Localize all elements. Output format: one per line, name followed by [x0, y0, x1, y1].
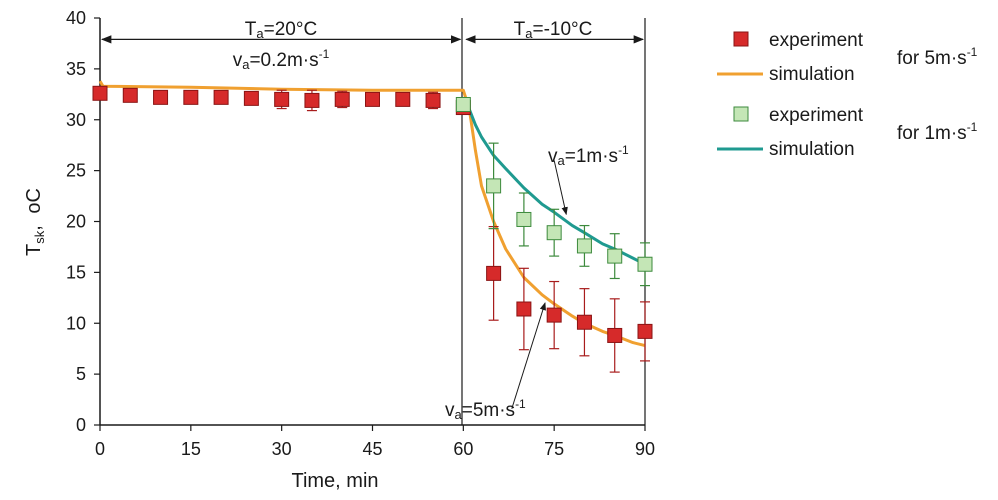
- phase-1-condition-velocity: va=0.2m·s-1: [233, 47, 330, 72]
- data-point-experiment-for-5m-s-1: [576, 288, 592, 357]
- marker-square: [576, 314, 592, 330]
- data-point-experiment-for-5m-s-1: [516, 267, 532, 351]
- x-axis-title: Time, min: [291, 470, 378, 492]
- marker-square: [486, 265, 502, 281]
- x-tick-label: 30: [272, 439, 292, 459]
- data-point-experiment-for-5m-s-1: [274, 89, 290, 110]
- marker-square: [213, 89, 229, 105]
- data-point-experiment-for-5m-s-1: [92, 85, 108, 101]
- series-line-simulation-for-1m-s-1: [461, 96, 646, 266]
- legend-marker-experiment-1ms: [733, 106, 749, 122]
- marker-square: [576, 238, 592, 254]
- data-point-experiment-for-5m-s-1: [213, 89, 229, 105]
- data-point-experiment-for-5m-s-1: [304, 89, 320, 112]
- callout-5ms-label: va=5m·s-1: [445, 397, 526, 422]
- y-axis-title-sub: sk: [32, 230, 47, 244]
- data-point-experiment-for-5m-s-1: [425, 91, 441, 110]
- legend-label-simulation-1ms: simulation: [769, 139, 855, 160]
- legend-label-simulation-5ms: simulation: [769, 64, 855, 85]
- marker-square: [334, 91, 350, 107]
- marker-square: [607, 248, 623, 264]
- callout-1ms-label: va=1m·s-1: [548, 143, 629, 168]
- data-point-experiment-for-5m-s-1: [243, 90, 259, 106]
- marker-square: [304, 92, 320, 108]
- legend-group-1ms: for 1m·s-1: [897, 120, 978, 144]
- x-ticks: 0 15 30 45 60 75 90: [95, 425, 655, 459]
- legend-label-experiment-5ms: experiment: [769, 30, 864, 51]
- phase-2-condition-temp: Ta=-10°C: [514, 19, 593, 41]
- marker-square: [455, 96, 471, 112]
- y-tick-label: 10: [66, 313, 86, 333]
- y-tick-label: 30: [66, 110, 86, 130]
- data-point-experiment-for-5m-s-1: [607, 298, 623, 373]
- y-tick-label: 40: [66, 8, 86, 28]
- marker-square: [546, 225, 562, 241]
- y-ticks: 0 5 10 15 20 25 30 35 40: [66, 8, 100, 435]
- data-point-experiment-for-5m-s-1: [183, 89, 199, 105]
- marker-square: [516, 211, 532, 227]
- marker-square: [153, 89, 169, 105]
- x-tick-label: 60: [453, 439, 473, 459]
- marker-square: [607, 327, 623, 343]
- data-point-experiment-for-5m-s-1: [486, 225, 502, 321]
- data-point-experiment-for-1m-s-1: [516, 192, 532, 247]
- x-tick-label: 0: [95, 439, 105, 459]
- legend: experiment simulation for 5m·s-1 experim…: [717, 30, 978, 160]
- legend-label-experiment-1ms: experiment: [769, 105, 864, 126]
- marker-square: [92, 85, 108, 101]
- data-point-experiment-for-1m-s-1: [637, 242, 653, 287]
- x-tick-label: 45: [362, 439, 382, 459]
- marker-square: [395, 91, 411, 107]
- marker-square: [486, 178, 502, 194]
- data-point-experiment-for-1m-s-1: [576, 224, 592, 267]
- data-point-experiment-for-1m-s-1: [607, 233, 623, 280]
- y-axis-title-unit: oC: [23, 188, 45, 214]
- marker-square: [365, 91, 380, 107]
- svg-text:Tsk, oC: Tsk, oC: [23, 188, 47, 256]
- plot-area: [92, 80, 653, 373]
- callout-5ms-pointer: [511, 302, 546, 409]
- marker-square: [274, 91, 290, 107]
- legend-marker-experiment-5ms: [733, 31, 749, 47]
- data-point-experiment-for-5m-s-1: [334, 90, 350, 109]
- legend-group-5ms: for 5m·s-1: [897, 45, 978, 69]
- marker-square: [122, 87, 138, 103]
- marker-square: [243, 90, 259, 106]
- y-tick-label: 25: [66, 161, 86, 181]
- data-point-experiment-for-1m-s-1: [486, 142, 502, 230]
- x-tick-label: 90: [635, 439, 655, 459]
- y-tick-label: 5: [76, 364, 86, 384]
- phase-1-condition-temp: Ta=20°C: [245, 19, 317, 41]
- data-point-experiment-for-5m-s-1: [546, 280, 562, 350]
- y-tick-label: 20: [66, 212, 86, 232]
- series-line-simulation-for-5m-s-1: [98, 80, 646, 348]
- callout-1ms-pointer: [553, 160, 568, 216]
- marker-square: [546, 307, 562, 323]
- y-axis-title-main: T: [23, 244, 45, 256]
- data-point-experiment-for-5m-s-1: [637, 301, 653, 362]
- data-point-experiment-for-5m-s-1: [365, 91, 380, 107]
- y-tick-label: 0: [76, 415, 86, 435]
- data-point-experiment-for-1m-s-1: [455, 96, 471, 112]
- data-point-experiment-for-5m-s-1: [153, 89, 169, 105]
- marker-square: [637, 256, 653, 272]
- data-point-experiment-for-5m-s-1: [122, 87, 138, 103]
- data-point-experiment-for-1m-s-1: [546, 208, 562, 257]
- y-axis-title: Tsk, oC: [23, 188, 47, 256]
- marker-square: [183, 89, 199, 105]
- y-tick-label: 15: [66, 262, 86, 282]
- x-tick-label: 15: [181, 439, 201, 459]
- marker-square: [637, 323, 653, 339]
- y-tick-label: 35: [66, 59, 86, 79]
- data-point-experiment-for-5m-s-1: [395, 91, 411, 107]
- x-tick-label: 75: [544, 439, 564, 459]
- marker-square: [516, 301, 532, 317]
- marker-square: [425, 92, 441, 108]
